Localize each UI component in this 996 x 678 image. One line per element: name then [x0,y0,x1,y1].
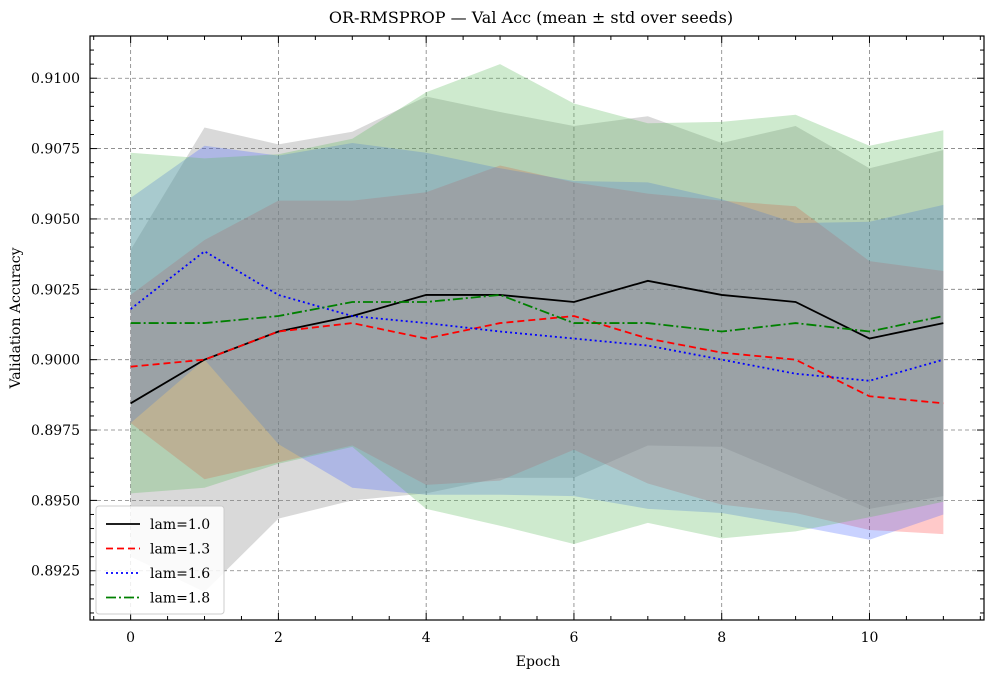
x-tick-label: 6 [569,630,578,646]
y-tick-label: 0.8975 [31,423,80,439]
x-tick-label: 2 [274,630,283,646]
mean-line-series-2 [130,315,944,405]
y-tick-label: 0.9000 [31,353,80,369]
std-band-series-3 [130,142,944,540]
x-tick-label: 0 [126,630,135,646]
legend-box [95,505,225,615]
legend-label: lam=1.3 [150,542,210,558]
y-tick-label: 0.9100 [31,71,80,87]
y-axis-label: Validation Accuracy [8,247,24,389]
x-axis-label: Epoch [516,654,560,670]
std-band-series-2 [130,165,944,535]
legend-label: lam=1.0 [150,517,210,533]
y-tick-label: 0.9075 [31,142,80,158]
x-tick-label: 4 [422,630,431,646]
y-tick-label: 0.8950 [31,493,80,509]
legend-label: lam=1.6 [150,566,210,582]
x-tick-label: 10 [861,630,879,646]
std-band-series-4 [130,64,944,545]
mean-line-series-3 [130,250,944,382]
chart-title: OR-RMSPROP — Val Acc (mean ± std over se… [329,8,733,27]
y-tick-label: 0.9025 [31,282,80,298]
y-tick-label: 0.8925 [31,564,80,580]
std-band-series-1 [130,96,944,592]
legend-label: lam=1.8 [150,591,210,607]
y-tick-label: 0.9050 [31,212,80,228]
mean-line-series-1 [130,279,944,405]
legend: lam=1.0 lam=1.3 lam=1.6 lam=1.8 [95,505,225,615]
x-tick-label: 8 [717,630,726,646]
mean-line-series-4 [130,294,944,333]
